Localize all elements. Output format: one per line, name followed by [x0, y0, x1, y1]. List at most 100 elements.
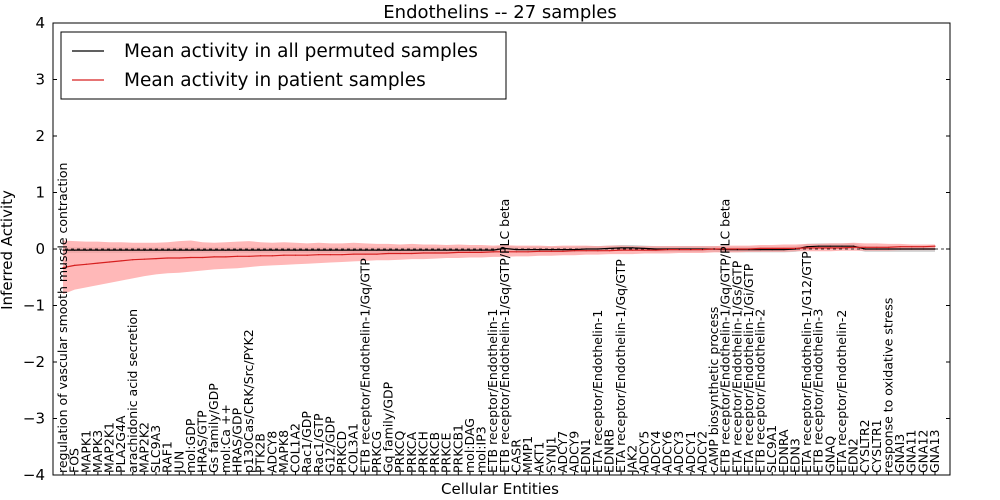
patient-point	[934, 245, 936, 247]
permuted-point	[573, 248, 576, 251]
entity-label: PRKCD	[334, 431, 349, 473]
permuted-point	[85, 249, 87, 251]
permuted-point	[829, 245, 831, 247]
entity-label: ETA receptor/Endothelin-1/Gi/GTP	[741, 263, 756, 473]
entity-label: JUN	[171, 451, 186, 474]
entity-label: GNA13	[927, 430, 942, 474]
patient-point	[248, 255, 250, 257]
patient-point	[911, 246, 913, 248]
patient-point	[504, 251, 506, 253]
permuted-point	[434, 249, 436, 251]
entity-label: ADCY4	[648, 431, 663, 473]
entity-label: EDNRA	[776, 429, 791, 473]
patient-point	[539, 250, 541, 252]
entity-label: COL3A1	[346, 423, 361, 473]
patient-point	[399, 252, 401, 255]
entity-label: PTK2B	[253, 433, 268, 473]
patient-point	[74, 264, 76, 266]
permuted-point	[562, 248, 564, 251]
patient-point	[853, 246, 855, 248]
permuted-point	[876, 248, 878, 250]
permuted-point	[690, 248, 692, 250]
permuted-point	[504, 247, 506, 250]
permuted-point	[248, 249, 250, 251]
y-tick-label: 4	[35, 14, 45, 32]
patient-point	[108, 261, 111, 263]
entity-label: PRKCQ	[392, 431, 407, 473]
permuted-point	[760, 248, 762, 251]
y-tick-label: 1	[35, 184, 45, 202]
entity-label: COL1A2	[288, 423, 303, 473]
entity-label: ETA receptor/Endothelin-1/G12/GTP	[799, 251, 814, 473]
patient-point	[411, 252, 413, 255]
entity-label: Rac1/GTP	[311, 413, 326, 473]
entity-label: ETB receptor/Endothelin-2	[753, 309, 768, 473]
permuted-point	[469, 249, 471, 251]
patient-point	[922, 246, 924, 248]
permuted-point	[887, 248, 890, 250]
permuted-point	[457, 249, 459, 251]
entity-label: FOS	[67, 448, 82, 473]
permuted-point	[387, 249, 390, 251]
patient-point	[155, 258, 157, 260]
permuted-point	[853, 245, 855, 247]
y-tick-label: −2	[23, 353, 45, 371]
entity-label: GNAQ	[822, 436, 837, 473]
patient-point	[643, 249, 645, 251]
patient-point	[515, 251, 518, 253]
patient-point	[85, 263, 87, 265]
patient-mean-line	[62, 245, 936, 269]
entity-label: ADCY2	[694, 431, 709, 473]
entity-label: SLC9A1	[764, 425, 779, 473]
patient-point	[864, 246, 866, 248]
patient-point	[364, 253, 366, 255]
patient-point	[143, 258, 145, 260]
entity-label: JAK2	[625, 445, 640, 474]
entity-label: EDN2	[846, 438, 861, 473]
permuted-point	[585, 248, 587, 250]
permuted-point	[132, 249, 134, 251]
patient-point	[818, 247, 820, 249]
patient-point	[597, 250, 599, 252]
entity-label: ADCY1	[683, 431, 698, 473]
entity-label: ETB receptor/Endothelin-1/Gq/GTP/PLC bet…	[718, 199, 733, 473]
patient-point	[899, 246, 901, 248]
patient-point	[829, 247, 831, 249]
x-axis-label: Cellular Entities	[441, 480, 559, 498]
y-tick-label: −4	[23, 466, 45, 484]
patient-point	[446, 252, 448, 254]
permuted-point	[725, 248, 727, 251]
permuted-point	[666, 248, 669, 250]
entity-label: ETA receptor/Endothelin-1/Gs/GTP	[729, 260, 744, 473]
permuted-point	[260, 249, 262, 251]
plot-frame	[52, 22, 951, 476]
y-axis-label: Inferred Activity	[0, 190, 16, 310]
permuted-point	[225, 249, 227, 251]
permuted-point	[411, 249, 413, 251]
permuted-point	[841, 245, 843, 247]
patient-point	[97, 262, 99, 264]
permuted-point	[62, 249, 64, 251]
legend-label-permuted: Mean activity in all permuted samples	[124, 41, 478, 62]
y-tick-label: 3	[35, 71, 45, 89]
permuted-point	[201, 249, 204, 251]
permuted-point	[771, 248, 773, 251]
patient-point	[527, 251, 529, 253]
permuted-point	[864, 248, 866, 250]
lines-layer	[62, 245, 936, 269]
entity-label: PRKCA	[404, 432, 419, 473]
entity-label: mol:GDP	[183, 418, 198, 473]
entity-label: MAPK1	[78, 430, 93, 473]
permuted-point	[655, 248, 657, 250]
entity-label: ADCY8	[264, 431, 279, 473]
entity-label: SYNJ1	[543, 436, 558, 473]
entity-label: ETA receptor/Endothelin-1	[590, 310, 605, 473]
entity-label: CYSLTR2	[857, 419, 872, 473]
patient-point	[353, 253, 355, 255]
entity-label: GNA11	[904, 430, 919, 474]
permuted-point	[515, 248, 518, 251]
entity-label: ADCY6	[660, 431, 675, 473]
patient-point	[783, 247, 785, 250]
entity-label: MAPK3	[90, 430, 105, 473]
